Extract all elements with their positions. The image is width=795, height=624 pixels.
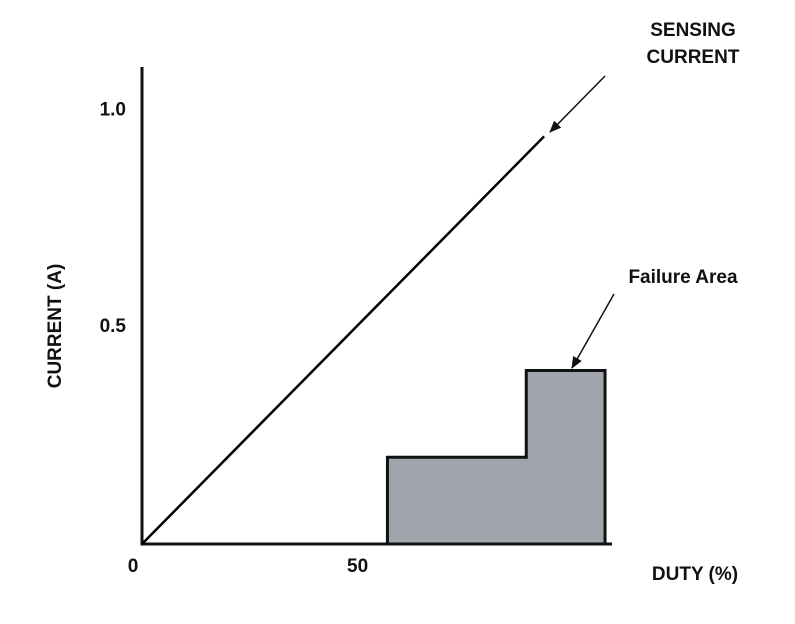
x-axis-label: DUTY (%) [652, 564, 738, 585]
x-tick-label: 50 [347, 556, 368, 577]
y-tick-label: 1.0 [100, 99, 126, 120]
series-label: CURRENT [647, 47, 740, 68]
x-tick-label: 0 [128, 556, 139, 577]
annotation-arrow [571, 293, 615, 369]
annotation-arrow [549, 75, 606, 133]
y-axis-label: CURRENT (A) [45, 264, 66, 389]
series-label: SENSING [650, 20, 736, 41]
y-tick-label: 0.5 [100, 316, 127, 337]
region-label: Failure Area [628, 267, 738, 288]
sensing-current-line [141, 135, 546, 545]
failure-area [385, 369, 607, 546]
